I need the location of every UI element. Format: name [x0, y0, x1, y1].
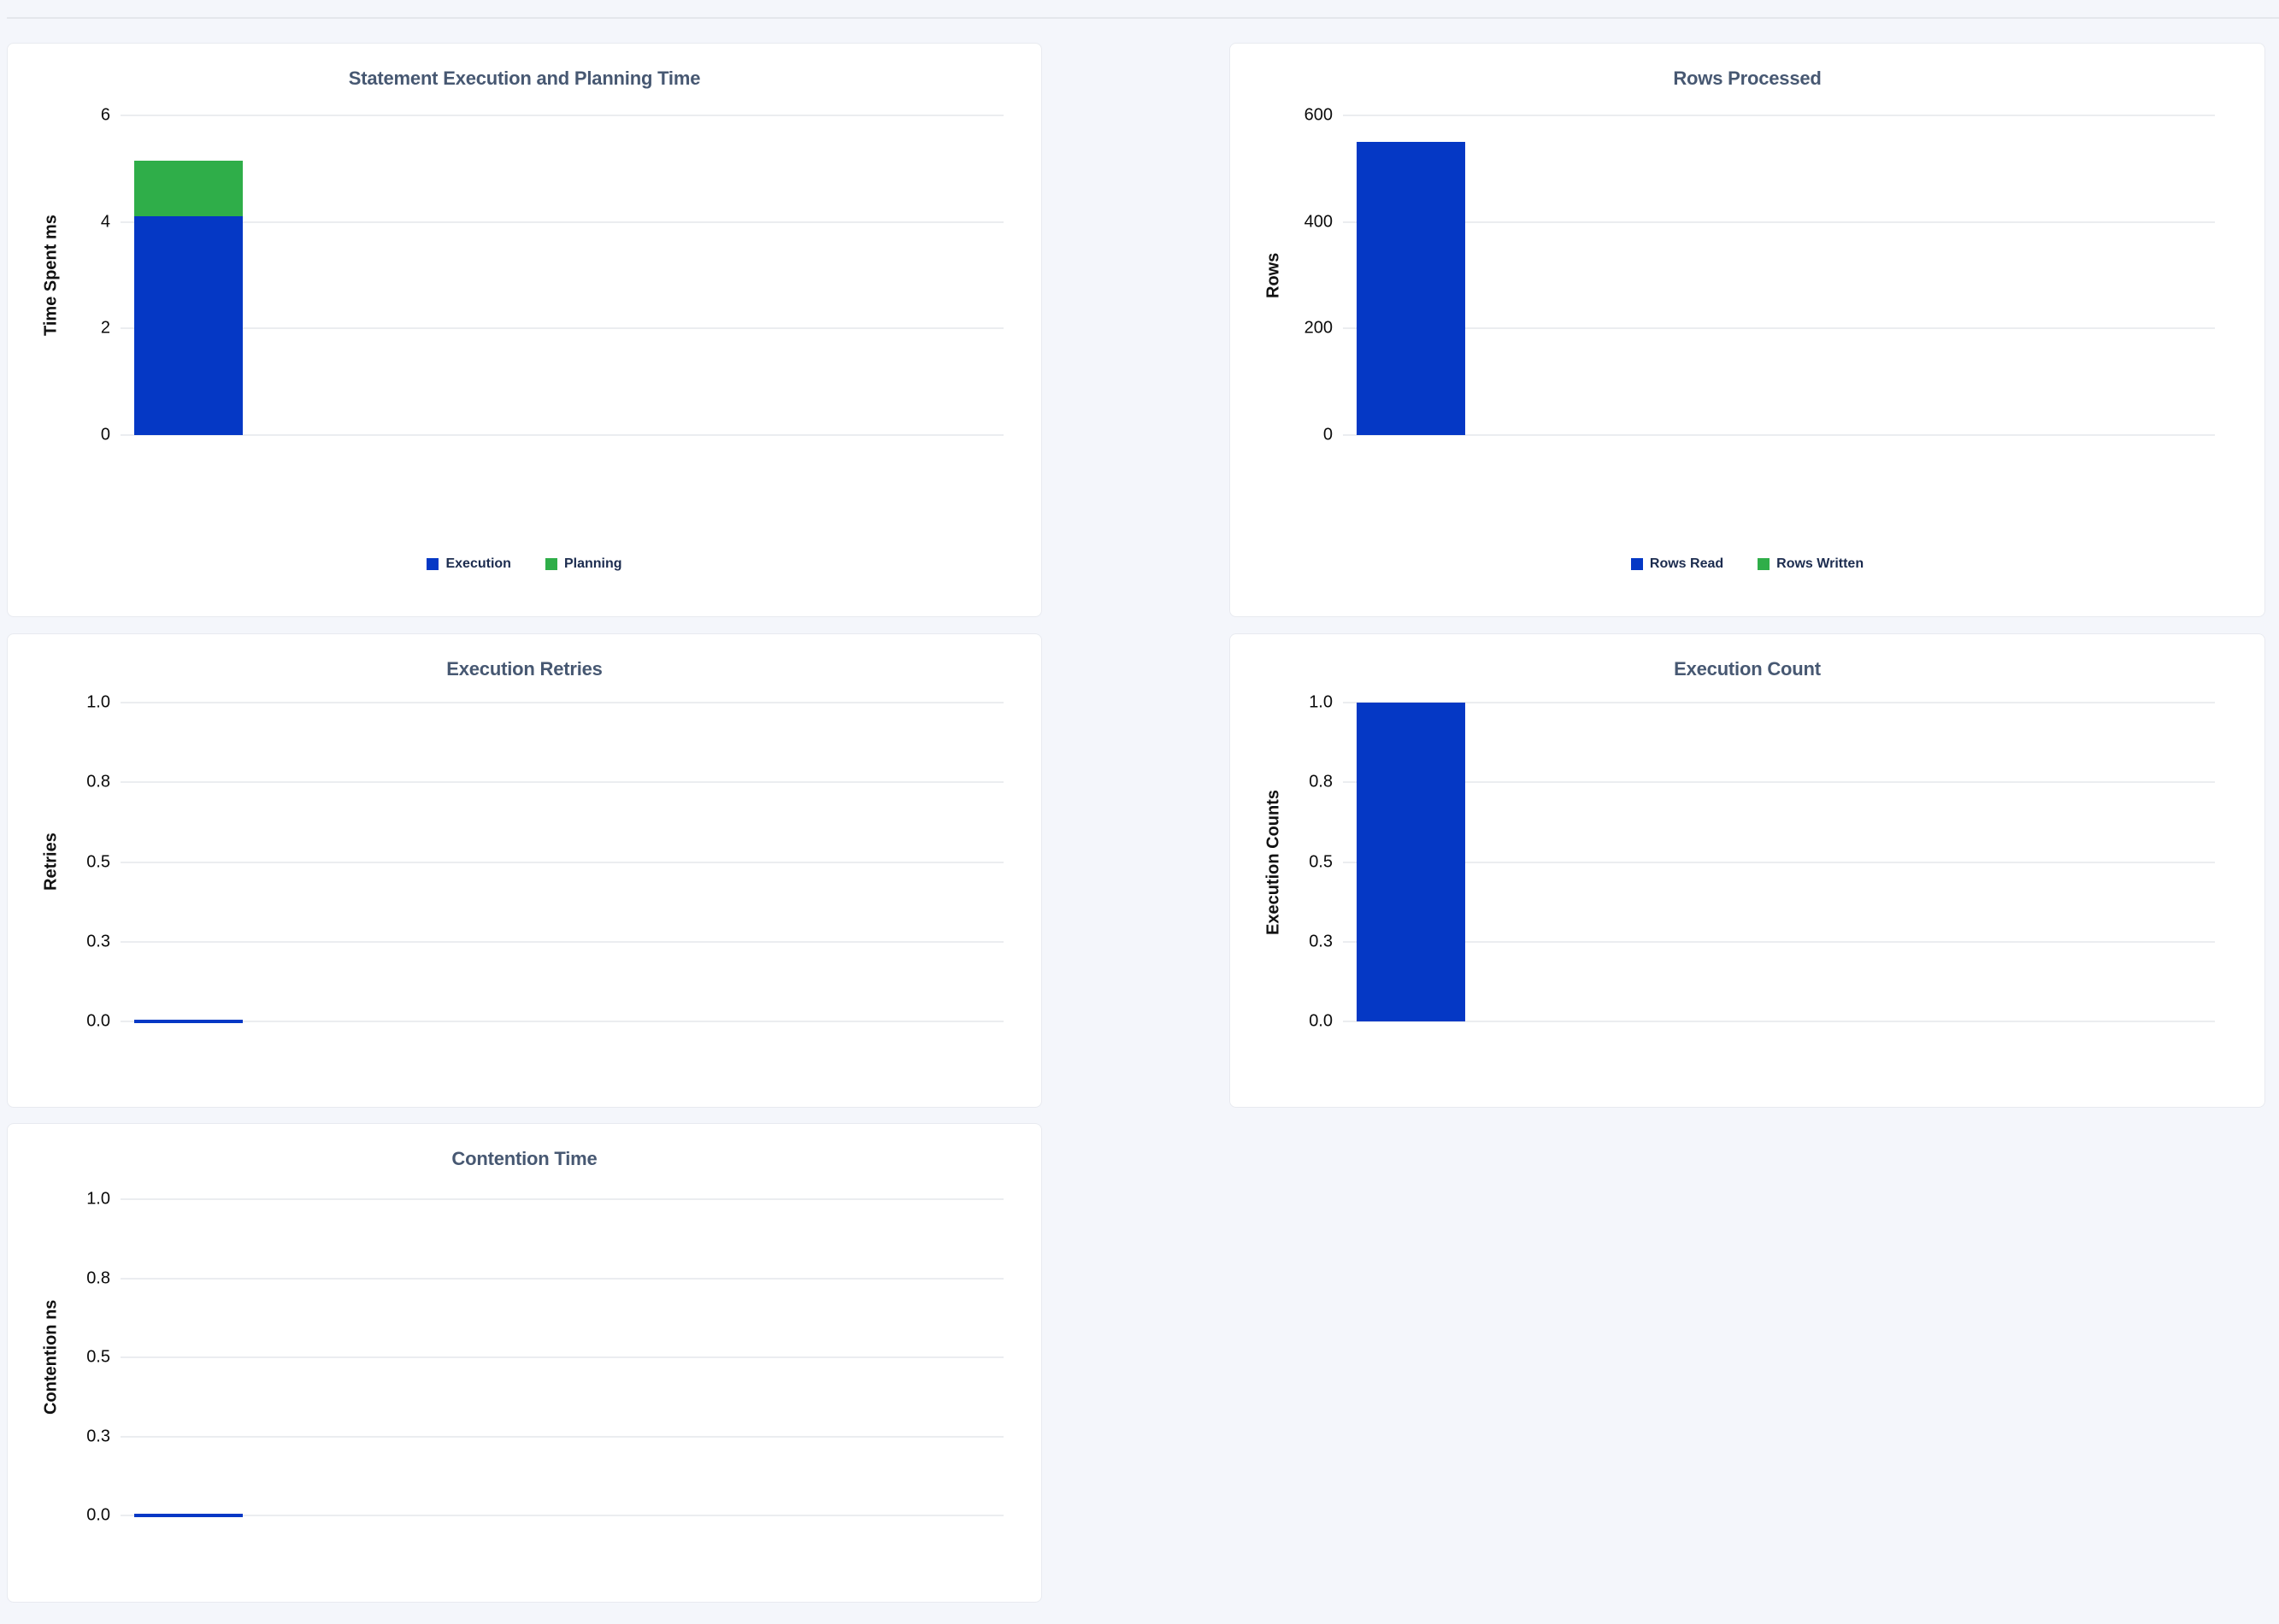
- y-tick-label: 0: [1322, 425, 1333, 444]
- chart-card-rows-processed: Rows Processed Rows 0 200 400 600 Rows Read…: [1229, 43, 2265, 617]
- y-tick-label: 0.3: [1309, 932, 1333, 951]
- y-axis-label: Execution Counts: [1263, 789, 1283, 935]
- gridline: [121, 1277, 1004, 1280]
- legend-item-planning: Planning: [545, 556, 622, 572]
- gridline: [121, 1435, 1004, 1438]
- y-tick-label: 0.5: [1309, 852, 1333, 871]
- gridline: [1343, 861, 2215, 863]
- gridline: [1343, 327, 2215, 330]
- gridline: [121, 702, 1004, 703]
- gridline: [1343, 434, 2215, 436]
- y-tick-label: 0.5: [86, 1347, 110, 1367]
- legend-item-rows-written: Rows Written: [1758, 556, 1864, 572]
- gridline: [121, 115, 1004, 116]
- legend-swatch: [545, 558, 557, 570]
- y-tick-label: 2: [100, 318, 110, 338]
- chart-title: Rows Processed: [1673, 68, 1822, 89]
- y-tick-label: 0.8: [1309, 772, 1333, 791]
- gridline: [1343, 115, 2215, 116]
- gridline: [121, 1515, 1004, 1516]
- plot-area: 0 200 400 600: [1304, 106, 2215, 444]
- chart-legend: Rows Read Rows Written: [1230, 556, 2264, 572]
- legend-label: Rows Read: [1649, 556, 1724, 571]
- gridline: [121, 1198, 1004, 1200]
- chart-title: Execution Count: [1674, 658, 1821, 680]
- bar-segment-execution: [134, 216, 243, 435]
- y-tick-label: 200: [1304, 318, 1333, 338]
- y-tick-label: 0.5: [86, 852, 110, 871]
- data-line-retries: [134, 1020, 243, 1023]
- gridline: [121, 861, 1004, 863]
- y-tick-label: 400: [1304, 212, 1333, 232]
- chart-card-execution-retries: Execution Retries Retries 0.0 0.3 0.5 0.8 1.…: [7, 633, 1042, 1108]
- y-axis-label: Rows: [1263, 252, 1283, 298]
- bar-segment-execution-count: [1357, 703, 1465, 1021]
- chart-legend: Execution Planning: [8, 556, 1041, 572]
- chart-card-execution-count: Execution Count Execution Counts 0.0 0.3 0…: [1229, 633, 2265, 1108]
- gridline: [121, 781, 1004, 784]
- legend-swatch: [1758, 558, 1770, 570]
- gridline: [121, 1356, 1004, 1358]
- y-tick-label: 0.3: [86, 1427, 110, 1445]
- gridline: [1343, 1021, 2215, 1022]
- chart-title: Execution Retries: [446, 658, 603, 680]
- gridline: [1343, 221, 2215, 223]
- plot-area: 0.0 0.3 0.5 0.8 1.0: [86, 1190, 1004, 1525]
- gridline: [121, 940, 1004, 943]
- chart-card-contention-time: Contention Time Contention ns 0.0 0.3 0.5 0…: [7, 1123, 1042, 1603]
- legend-item-execution: Execution: [427, 556, 511, 572]
- bar-segment-planning: [134, 161, 243, 217]
- gridline: [121, 434, 1004, 436]
- gridline: [1343, 781, 2215, 784]
- data-line-contention: [134, 1514, 243, 1517]
- y-tick-label: 0.8: [86, 772, 110, 791]
- chart-card-statement-time: Statement Execution and Planning Time Ti…: [7, 43, 1042, 617]
- y-tick-label: 0.0: [86, 1011, 110, 1031]
- chart-title: Contention Time: [451, 1148, 598, 1169]
- plot-area: 0.0 0.3 0.5 0.8 1.0: [1309, 693, 2215, 1031]
- gridline: [121, 221, 1004, 223]
- legend-label: Rows Written: [1776, 556, 1864, 571]
- y-axis-label: Contention ns: [41, 1299, 61, 1415]
- y-axis-label: Time Spent ms: [41, 215, 61, 336]
- y-axis-label: Retries: [41, 833, 61, 891]
- page-header-divider: [7, 17, 2279, 19]
- y-tick-label: 4: [100, 212, 110, 232]
- legend-label: Execution: [445, 556, 511, 571]
- legend-swatch: [1630, 558, 1643, 570]
- legend-swatch: [427, 558, 439, 570]
- y-tick-label: 0: [100, 425, 110, 444]
- y-tick-label: 1.0: [86, 1189, 110, 1209]
- y-tick-label: 600: [1304, 105, 1333, 125]
- y-tick-label: 6: [100, 105, 110, 125]
- gridline: [1343, 940, 2215, 943]
- y-tick-label: 0.0: [1309, 1011, 1333, 1031]
- y-tick-label: 0.3: [86, 932, 110, 951]
- gridline: [121, 1021, 1004, 1022]
- plot-area: 0.0 0.3 0.5 0.8 1.0: [86, 693, 1004, 1031]
- chart-title: Statement Execution and Planning Time: [348, 68, 701, 89]
- y-tick-label: 0.8: [86, 1268, 110, 1287]
- legend-label: Planning: [563, 556, 622, 571]
- bar-segment-rows-read: [1357, 142, 1465, 435]
- gridline: [1343, 702, 2215, 703]
- y-tick-label: 1.0: [86, 692, 110, 712]
- plot-area: 0 2 4 6: [101, 106, 1004, 444]
- gridline: [121, 327, 1004, 330]
- y-tick-label: 0.0: [86, 1505, 110, 1525]
- legend-item-rows-read: Rows Read: [1630, 556, 1724, 572]
- y-tick-label: 1.0: [1309, 692, 1333, 712]
